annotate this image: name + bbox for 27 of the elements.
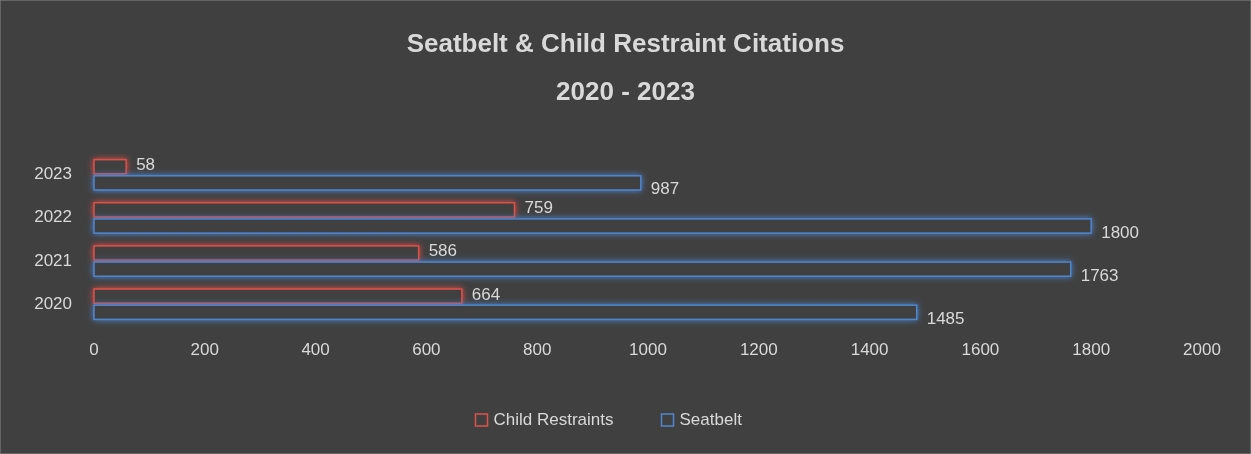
x-tick-label: 800 xyxy=(523,340,552,360)
y-tick-label: 2021 xyxy=(34,250,72,270)
x-tick-label: 2000 xyxy=(1183,340,1221,360)
x-tick-label: 0 xyxy=(89,340,99,360)
chart-subtitle: 2020 - 2023 xyxy=(556,76,695,106)
data-label: 1800 xyxy=(1101,222,1140,242)
data-label: 586 xyxy=(428,241,458,261)
legend-label: Child Restraints xyxy=(493,410,614,430)
legend-label: Seatbelt xyxy=(679,410,743,430)
y-tick-label: 2023 xyxy=(34,164,72,184)
data-label: 1763 xyxy=(1080,265,1119,285)
x-tick-label: 600 xyxy=(412,340,441,360)
x-tick-label: 1800 xyxy=(1072,340,1111,360)
x-tick-label: 200 xyxy=(190,340,219,360)
chart-title: Seatbelt & Child Restraint Citations xyxy=(406,28,845,58)
data-label: 759 xyxy=(524,198,553,218)
y-tick-label: 2022 xyxy=(34,207,72,227)
x-tick-label: 1200 xyxy=(739,340,778,360)
x-tick-label: 1400 xyxy=(850,340,889,360)
y-tick-label: 2020 xyxy=(34,293,72,313)
data-label: 1485 xyxy=(926,308,965,328)
x-tick-label: 400 xyxy=(301,340,330,360)
x-tick-label: 1000 xyxy=(629,340,667,360)
data-label: 987 xyxy=(650,179,680,199)
x-tick-label: 1600 xyxy=(961,340,1000,360)
data-label: 58 xyxy=(136,155,156,175)
data-label: 664 xyxy=(471,284,501,304)
